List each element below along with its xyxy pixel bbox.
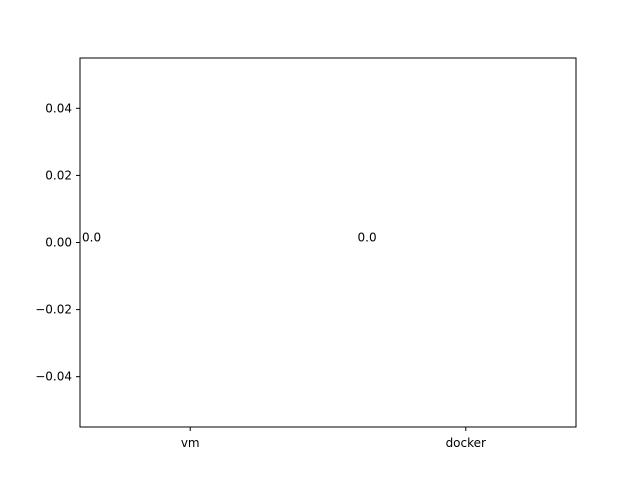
axes-frame [79, 57, 577, 428]
data-label-docker: 0.0 [358, 231, 377, 245]
x-axis: vm docker [181, 427, 486, 450]
y-tick-label-3: 0.02 [45, 168, 72, 182]
y-tick-label-0: −0.04 [35, 370, 72, 384]
y-tick-label-4: 0.04 [45, 101, 72, 115]
x-tick-label-docker: docker [446, 436, 486, 450]
x-tick-label-vm: vm [181, 436, 200, 450]
y-axis: −0.04 −0.02 0.00 0.02 0.04 [35, 101, 80, 384]
y-tick-label-2: 0.00 [45, 236, 72, 250]
y-tick-label-1: −0.02 [35, 303, 72, 317]
data-label-vm: 0.0 [82, 231, 101, 245]
data-labels-layer: 0.0 0.0 [82, 231, 377, 245]
